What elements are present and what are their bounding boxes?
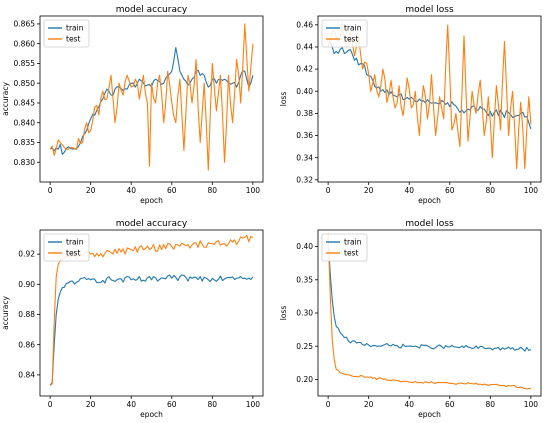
chart-title: model accuracy — [116, 219, 188, 229]
series-line-train — [327, 239, 532, 352]
y-tick-label: 0.84 — [18, 370, 35, 379]
chart-panel-3: 0 20 40 60 80 100 0.84 0.86 0.88 0.90 0.92 model ac… — [1, 219, 264, 419]
x-tick-label: 40 — [126, 400, 136, 409]
x-tick-label: 40 — [404, 400, 414, 409]
legend: train test — [43, 233, 90, 262]
y-tick-label: 0.32 — [296, 175, 313, 184]
plot-frame — [317, 15, 542, 183]
x-tick-label: 100 — [524, 186, 539, 195]
y-tick-label: 0.835 — [14, 138, 36, 147]
y-tick-label: 0.38 — [296, 109, 313, 118]
legend-label-train: train — [344, 238, 362, 247]
y-tick-label: 0.860 — [14, 39, 36, 48]
y-tick-label: 0.46 — [296, 20, 313, 29]
legend-label-test: test — [344, 35, 358, 44]
y-tick-label: 0.92 — [18, 250, 35, 259]
x-tick-label: 60 — [167, 186, 177, 195]
y-tick-label: 0.855 — [14, 59, 36, 68]
y-tick-label: 0.44 — [296, 43, 313, 52]
legend-label-test: test — [344, 249, 358, 258]
y-tick-label: 0.40 — [296, 87, 313, 96]
series-line-train — [49, 274, 254, 386]
x-tick-label: 100 — [524, 400, 539, 409]
y-tick-label: 0.850 — [14, 79, 36, 88]
x-tick-label: 40 — [126, 186, 136, 195]
legend: train test — [321, 19, 368, 48]
x-tick-label: 0 — [326, 400, 331, 409]
x-tick-label: 60 — [167, 400, 177, 409]
y-tick-label: 0.40 — [296, 242, 313, 251]
y-axis-label: loss — [279, 306, 288, 321]
x-tick-label: 20 — [364, 186, 374, 195]
x-tick-label: 0 — [48, 186, 53, 195]
x-tick-label: 100 — [246, 400, 261, 409]
y-tick-label: 0.88 — [18, 310, 35, 319]
y-tick-label: 0.36 — [296, 131, 313, 140]
legend: train test — [43, 19, 90, 48]
series-line-test — [327, 233, 531, 390]
y-axis-label: loss — [279, 92, 288, 107]
x-axis-label: epoch — [140, 410, 163, 419]
chart-panel-4: 0 20 40 60 80 100 0.20 0.25 0.30 0.35 0.40 model lo… — [279, 219, 542, 419]
y-tick-label: 0.865 — [14, 20, 36, 29]
legend: train test — [321, 233, 368, 262]
x-tick-label: 20 — [86, 400, 96, 409]
legend-label-train: train — [344, 24, 362, 33]
x-tick-label: 60 — [445, 186, 455, 195]
legend-box — [321, 19, 368, 48]
x-tick-label: 20 — [364, 400, 374, 409]
y-tick-label: 0.845 — [14, 99, 36, 108]
x-tick-label: 80 — [486, 400, 496, 409]
plot-frame — [39, 229, 264, 397]
x-tick-label: 20 — [86, 186, 96, 195]
x-tick-label: 60 — [445, 400, 455, 409]
y-tick-label: 0.86 — [18, 340, 35, 349]
legend-box — [43, 233, 90, 262]
y-tick-label: 0.830 — [14, 158, 36, 167]
y-tick-label: 0.840 — [14, 118, 36, 127]
y-tick-label: 0.35 — [296, 275, 313, 284]
x-tick-label: 40 — [404, 186, 414, 195]
y-axis-label: accuracy — [1, 296, 10, 330]
x-tick-label: 80 — [208, 186, 218, 195]
chart-title: model accuracy — [116, 5, 188, 15]
legend-label-test: test — [66, 35, 80, 44]
y-tick-label: 0.30 — [296, 309, 313, 318]
y-axis-label: accuracy — [1, 82, 10, 116]
series-line-train — [327, 40, 532, 130]
chart-title: model loss — [405, 219, 454, 229]
series-line-test — [327, 22, 532, 170]
y-tick-label: 0.42 — [296, 65, 313, 74]
legend-label-test: test — [66, 249, 80, 258]
legend-box — [43, 19, 90, 48]
y-tick-label: 0.34 — [296, 153, 313, 162]
legend-label-train: train — [66, 24, 84, 33]
y-tick-label: 0.25 — [296, 342, 313, 351]
x-tick-label: 80 — [486, 186, 496, 195]
series-line-test — [49, 23, 254, 171]
x-tick-label: 0 — [48, 400, 53, 409]
x-tick-label: 80 — [208, 400, 218, 409]
chart-title: model loss — [405, 5, 454, 15]
chart-panel-1: 0 20 40 60 80 100 0.830 0.835 0.840 0.845 0.850 0.8… — [1, 5, 264, 205]
chart-panel-2: 0 20 40 60 80 100 0.32 0.34 0.36 0.38 0.40 0.42 0.44… — [279, 5, 542, 205]
x-axis-label: epoch — [140, 196, 163, 205]
y-tick-label: 0.90 — [18, 280, 35, 289]
y-tick-label: 0.20 — [296, 375, 313, 384]
x-tick-label: 100 — [246, 186, 261, 195]
legend-box — [321, 233, 368, 262]
plot-frame — [39, 15, 264, 183]
x-axis-label: epoch — [418, 196, 441, 205]
x-tick-label: 0 — [326, 186, 331, 195]
legend-label-train: train — [66, 238, 84, 247]
x-axis-label: epoch — [418, 410, 441, 419]
